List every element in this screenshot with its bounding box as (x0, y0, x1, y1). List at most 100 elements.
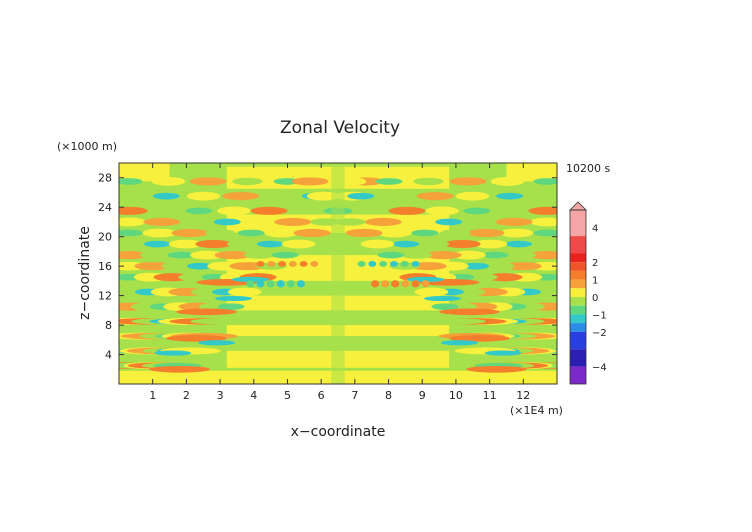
colorbar-level (570, 297, 586, 306)
field-cell (505, 251, 537, 259)
x-tick-label: 10 (449, 389, 463, 402)
field-cell (189, 177, 227, 186)
colorbar-level (570, 210, 586, 237)
colorbar-tick-label: −4 (592, 363, 607, 374)
field-cell (274, 217, 312, 226)
field-cell (214, 251, 252, 260)
field-cell (143, 240, 171, 248)
field-cell (531, 240, 557, 248)
field-cell (424, 251, 462, 260)
field-cell (217, 206, 251, 216)
field-cell (455, 191, 490, 201)
field-cell (466, 218, 497, 226)
field-cell (414, 287, 449, 297)
colorbar-tick-label: −2 (592, 328, 607, 339)
colorbar-level (570, 253, 586, 263)
field-cell (389, 260, 398, 267)
colorbar-extension (569, 201, 587, 211)
field-cell (377, 251, 405, 259)
x-tick-label: 11 (483, 389, 497, 402)
field-cell (452, 250, 486, 260)
field-cell (171, 228, 209, 238)
field-cell (134, 262, 172, 271)
field-cell (416, 192, 454, 201)
field-cell (473, 239, 508, 249)
y-tick-label: 16 (98, 260, 112, 273)
field-cell (213, 218, 241, 226)
field-cell (278, 260, 287, 267)
field-cell (185, 207, 213, 215)
y-tick-label: 28 (98, 172, 112, 185)
field-cell (119, 229, 143, 237)
x-tick-label: 1 (149, 389, 156, 402)
field-cell (243, 251, 275, 259)
field-cell (256, 260, 265, 267)
field-cell (198, 340, 236, 346)
field-cell (356, 207, 388, 215)
field-band (331, 163, 345, 384)
field-cell (413, 177, 444, 186)
field-cell (391, 280, 400, 288)
y-tick-label: 20 (98, 231, 112, 244)
field-cell (226, 240, 258, 248)
y-unit-label: (×1000 m) (57, 140, 117, 153)
field-cell (179, 218, 210, 226)
field-cell (119, 206, 148, 215)
y-axis: 4 8 12 16 20 24 28 (98, 172, 557, 362)
field-cell (152, 192, 180, 200)
field-cell (288, 207, 320, 215)
field-cell (246, 280, 255, 288)
field-cell (176, 308, 237, 316)
field-cell (439, 308, 500, 316)
field-cell (139, 251, 171, 259)
field-cell (449, 335, 510, 342)
field-cell (161, 262, 192, 270)
field-cell (371, 280, 380, 288)
field-cell (375, 178, 403, 185)
y-tick-label: 12 (98, 290, 112, 303)
field-cell (148, 207, 180, 215)
field-cell (431, 318, 486, 325)
colorbar: 4 2 1 0 −1 −2 −4 (569, 201, 607, 385)
field-cell (421, 280, 430, 288)
colorbar-tick-label: 4 (592, 223, 598, 234)
field-cell (293, 228, 331, 238)
field-cell (382, 192, 414, 200)
field-cell (195, 239, 233, 249)
field-cell (454, 288, 486, 296)
field-cell (119, 192, 145, 200)
field-cell (205, 229, 236, 237)
y-tick-label: 4 (105, 349, 112, 362)
colorbar-level (570, 314, 586, 324)
field-cell (431, 303, 459, 310)
x-tick-label: 3 (217, 389, 224, 402)
field-cell (215, 295, 253, 302)
field-cell (467, 273, 498, 281)
field-cell (435, 218, 463, 226)
field-cell (411, 229, 439, 237)
field-cell (533, 229, 557, 237)
field-cell (528, 206, 557, 215)
field-cell (418, 240, 450, 248)
field-cell (357, 260, 366, 267)
colorbar-level (570, 262, 586, 271)
field-cell (463, 207, 491, 215)
colorbar-level (570, 349, 586, 367)
x-tick-label: 4 (250, 389, 257, 402)
colorbar-frame (569, 209, 587, 385)
colorbar-tick-label: 2 (592, 258, 598, 269)
field-cell (462, 262, 490, 270)
field-cell (190, 288, 222, 296)
field-cell (299, 260, 308, 267)
field-cell (119, 217, 146, 227)
x-tick-label: 6 (318, 389, 325, 402)
y-tick-label: 24 (98, 201, 112, 214)
x-tick-label: 7 (351, 389, 358, 402)
field-cell (347, 192, 375, 200)
field-cell (530, 217, 557, 227)
field-band (119, 163, 170, 182)
field-cell (449, 177, 487, 186)
x-unit-label: (×1E4 m) (510, 404, 563, 417)
colorbar-level (570, 366, 586, 384)
